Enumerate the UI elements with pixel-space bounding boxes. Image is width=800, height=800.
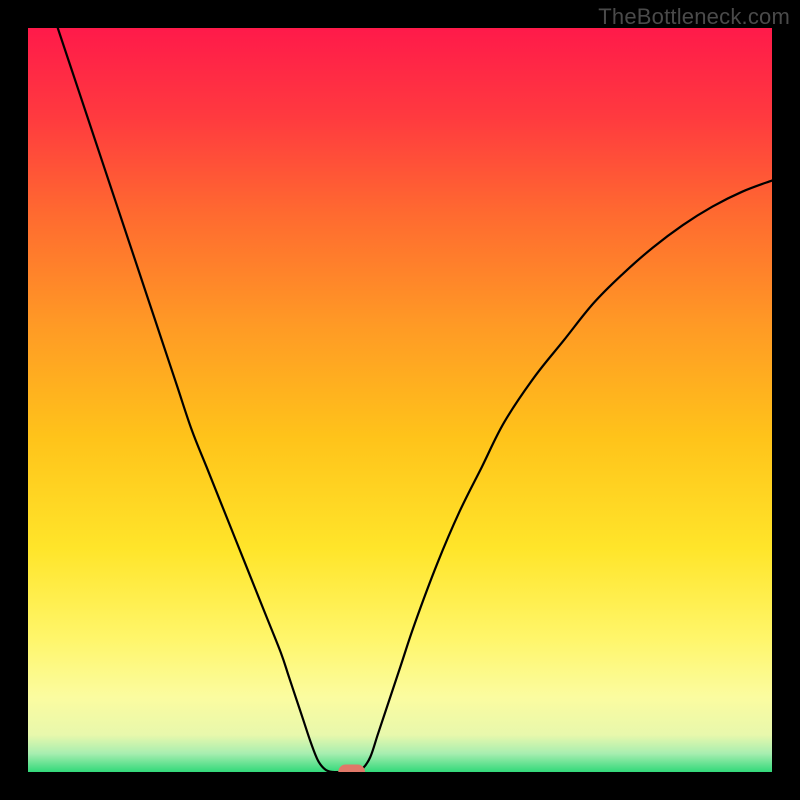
- chart-container: TheBottleneck.com: [0, 0, 800, 800]
- bottleneck-chart-svg: [0, 0, 800, 800]
- plot-background: [28, 28, 772, 772]
- watermark-text: TheBottleneck.com: [598, 4, 790, 30]
